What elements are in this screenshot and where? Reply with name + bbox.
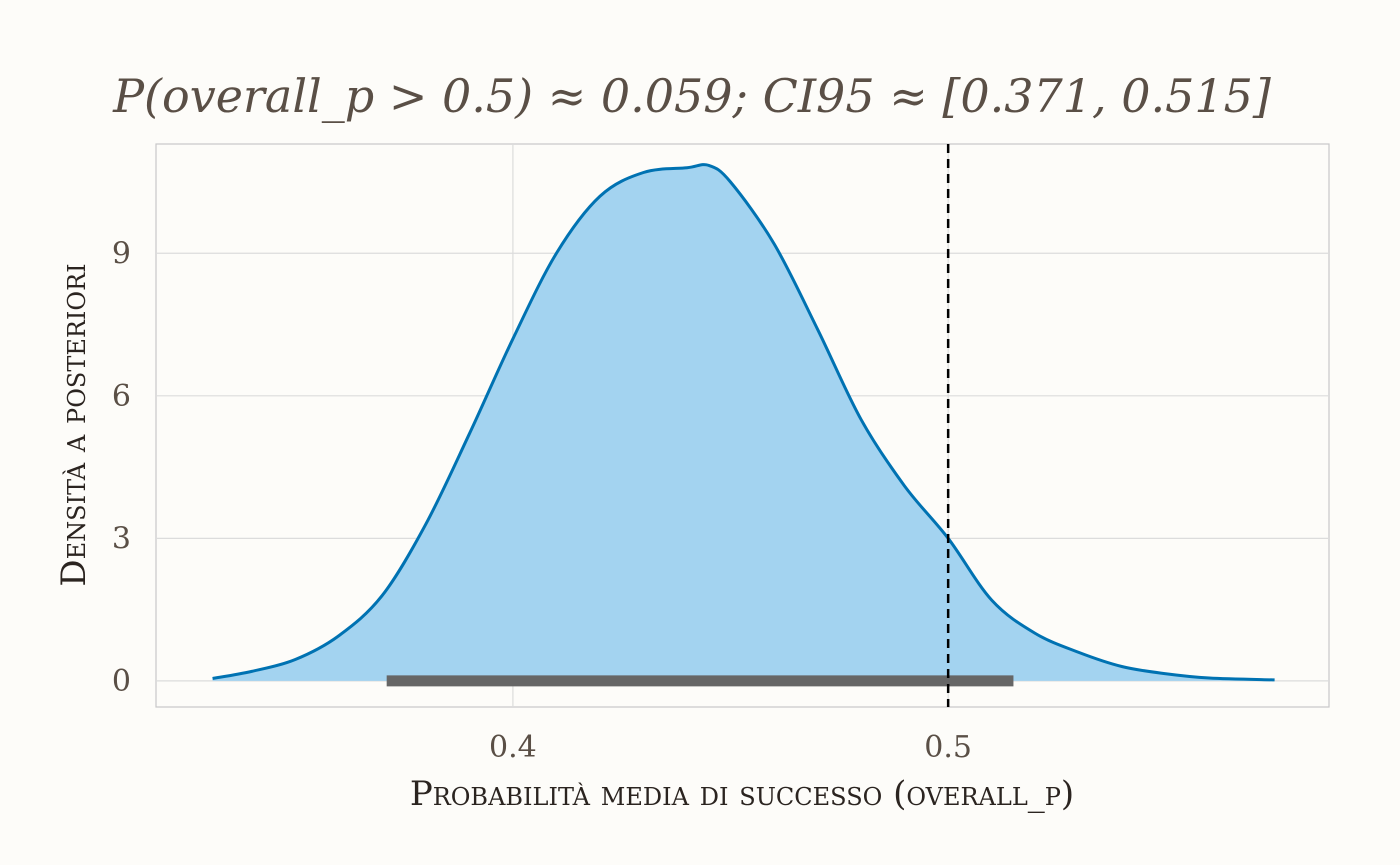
x-tick-labels: 0.4 0.5 xyxy=(489,730,972,765)
density-area xyxy=(212,164,1275,681)
x-tick-label-0.5: 0.5 xyxy=(924,730,972,765)
chart-title: P(overall_p > 0.5) ≈ 0.059; CI95 ≈ [0.37… xyxy=(112,69,1271,123)
density-line xyxy=(212,163,1275,682)
y-tick-labels: 0 3 6 9 xyxy=(112,236,131,699)
y-axis-title: Densità a posteriori xyxy=(54,263,94,586)
x-tick-label-0.4: 0.4 xyxy=(489,730,537,765)
y-tick-label-0: 0 xyxy=(112,664,131,699)
plot-panel-border xyxy=(155,143,1330,708)
y-tick-label-3: 3 xyxy=(112,521,131,556)
y-tick-label-6: 6 xyxy=(112,379,131,414)
y-tick-label-9: 9 xyxy=(112,236,131,271)
x-axis-title: Probabilità media di successo (overall_p… xyxy=(410,774,1074,814)
